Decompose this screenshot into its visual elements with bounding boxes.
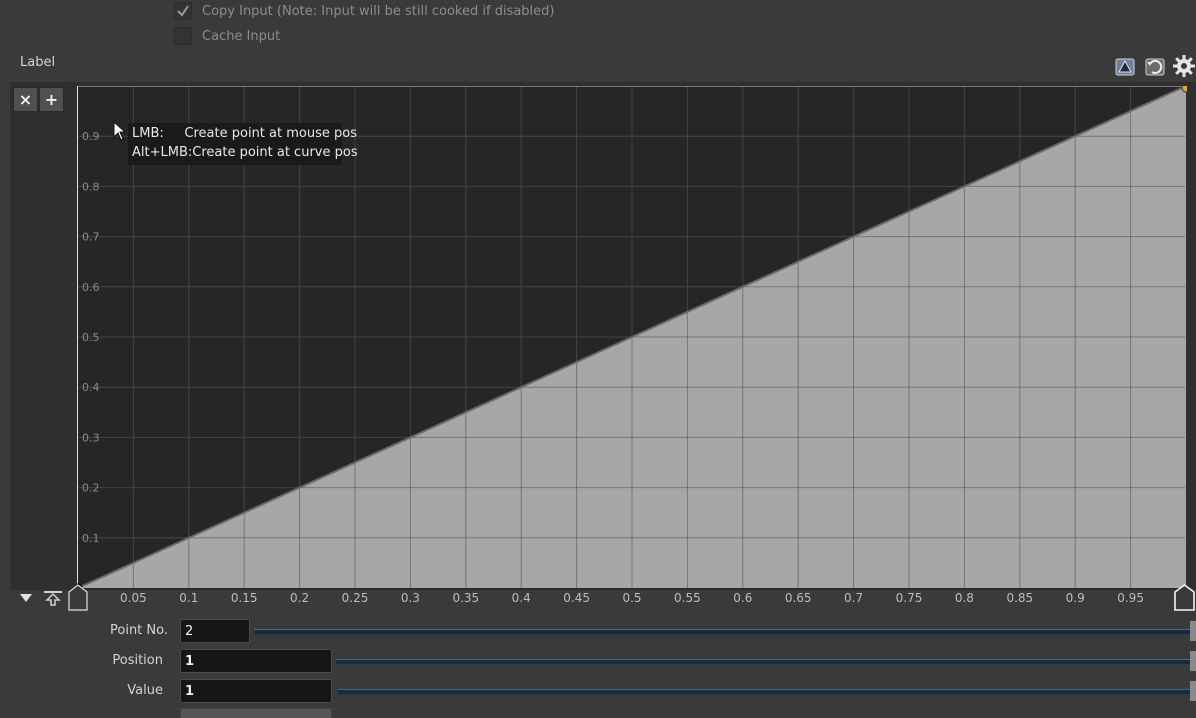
y-tick-label: 0.6 [82,281,100,294]
x-tick-label: 0.15 [231,591,258,605]
x-tick-label: 0.95 [1117,591,1144,605]
ramp-editor[interactable]: 0.10.20.30.40.50.60.70.80.9 0.05 0.1 0.15 0… [77,86,1187,606]
point-no-field[interactable]: 2 [180,619,250,643]
position-slider[interactable] [336,659,1190,665]
value-label: Value [127,683,163,698]
x-tick-label: 0.3 [401,591,420,605]
add-point-button[interactable]: + [39,87,64,112]
ramp-key-start-handle[interactable] [67,584,89,612]
grid-overlay [77,86,1185,588]
checkmark-icon [177,5,189,17]
x-tick-label: 0.55 [674,591,701,605]
align-top-icon[interactable] [42,589,64,607]
y-tick-label: 0.8 [82,180,100,193]
x-tick-label: 0.45 [563,591,590,605]
ramp-view-button[interactable] [1114,56,1136,78]
x-tick-label: 0.65 [785,591,812,605]
gear-icon [1173,55,1195,77]
value-field[interactable]: 1 [180,679,332,703]
y-tick-label: 0.4 [82,381,100,394]
x-tick-label: 0.2 [290,591,309,605]
cache-input-toggle[interactable]: Cache Input [174,25,280,47]
ramp-tooltip: LMB: Create point at mouse pos Alt+LMB:C… [128,123,358,165]
x-tick-label: 0.6 [733,591,752,605]
ramp-point-selected[interactable] [1181,86,1187,93]
cache-input-label: Cache Input [202,28,281,44]
ramp-reset-button[interactable] [1144,56,1166,78]
cache-input-checkbox[interactable] [174,27,192,45]
ramp-curve-line[interactable] [77,86,1187,589]
x-tick-label: 0.5 [622,591,641,605]
mouse-cursor-icon [113,121,127,141]
interpolation-dropdown[interactable] [180,708,332,718]
point-no-label: Point No. [110,623,168,638]
copy-input-toggle[interactable]: Copy Input (Note: Input will be still co… [174,0,555,22]
copy-input-checkbox[interactable] [174,2,192,20]
y-axis-ticks: 0.1 0.2 0.3 0.4 0.5 0.6 0.7 0.8 0.9 [82,130,100,545]
x-tick-label: 0.7 [844,591,863,605]
remove-point-button[interactable]: × [13,87,38,112]
ramp-view-icon [1115,58,1135,76]
x-tick-label: 0.25 [342,591,369,605]
x-tick-label: 0.4 [512,591,531,605]
x-tick-label: 0.1 [179,591,198,605]
x-tick-label: 0.9 [1066,591,1085,605]
value-slider[interactable] [338,689,1190,695]
x-tick-label: 0.8 [955,591,974,605]
x-tick-label: 0.75 [896,591,923,605]
copy-input-label: Copy Input (Note: Input will be still co… [202,3,555,19]
ramp-reset-icon [1145,58,1165,76]
value-slider-end[interactable] [1190,681,1196,701]
y-tick-label: 0.1 [82,532,100,545]
position-label: Position [112,653,163,668]
y-tick-label: 0.9 [82,130,100,143]
point-no-slider-end[interactable] [1190,621,1196,641]
ramp-key-end-handle[interactable] [1173,584,1196,612]
x-axis-ticks: 0.05 0.1 0.15 0.2 0.25 0.3 0.35 0.4 0.45 0.5 0.55 0… [120,591,1144,605]
ramp-settings-button[interactable] [1172,54,1195,77]
point-no-slider[interactable] [254,629,1190,635]
x-tick-label: 0.85 [1006,591,1033,605]
plus-icon: + [44,90,59,109]
collapse-triangle-icon[interactable] [18,592,34,604]
y-tick-label: 0.3 [82,431,100,444]
close-icon: × [18,90,33,109]
y-tick-label: 0.5 [82,331,100,344]
y-tick-label: 0.2 [82,482,100,495]
y-tick-label: 0.7 [82,231,100,244]
ramp-label: Label [20,55,56,70]
position-field[interactable]: 1 [180,649,332,673]
position-slider-end[interactable] [1190,651,1196,671]
x-tick-label: 0.35 [452,591,479,605]
x-tick-label: 0.05 [120,591,147,605]
